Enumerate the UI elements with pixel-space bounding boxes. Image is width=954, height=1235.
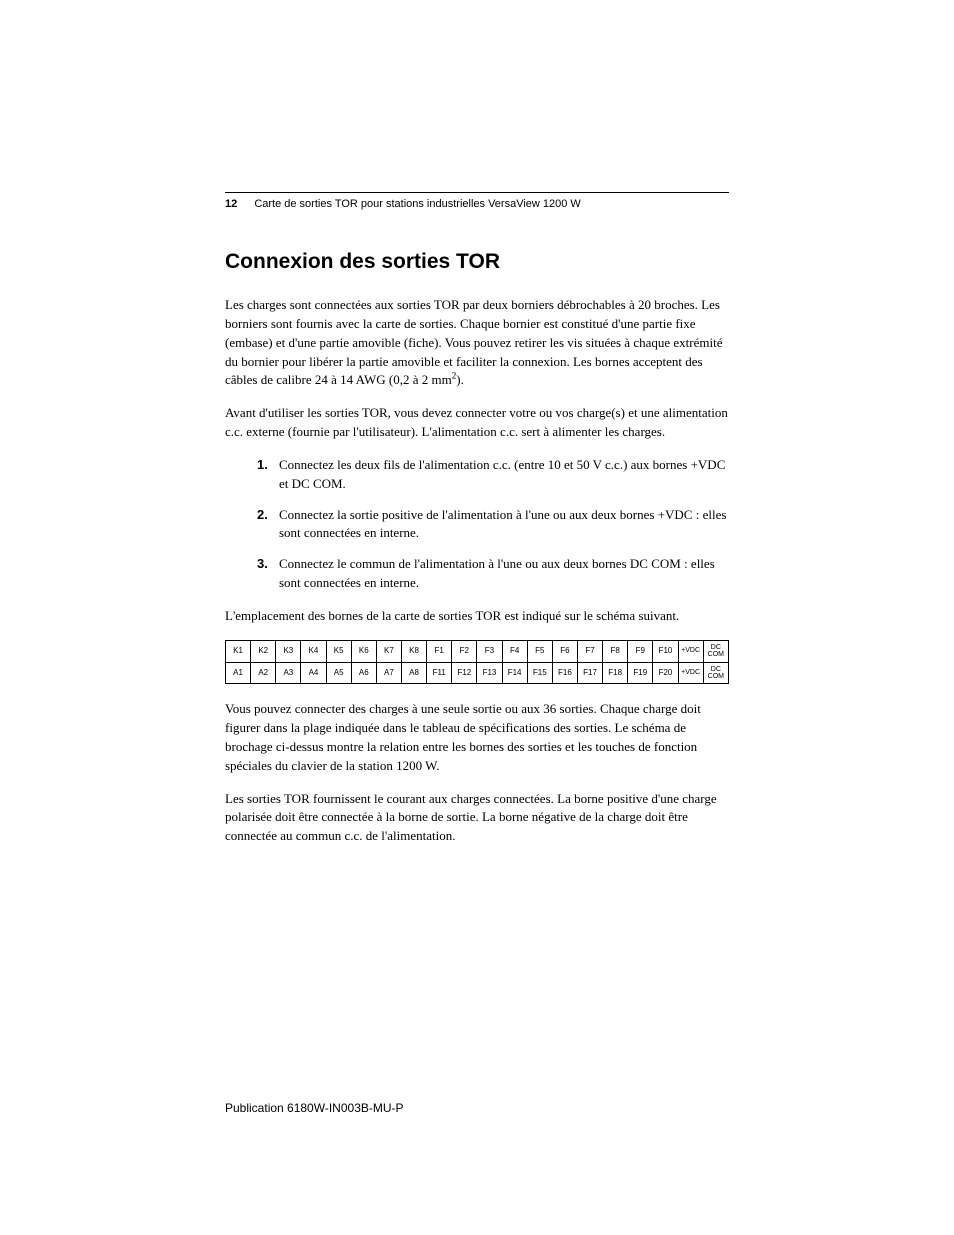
table-cell: A6 [351, 662, 376, 684]
table-cell: A2 [251, 662, 276, 684]
header-rule [225, 192, 729, 193]
table-cell: F2 [452, 640, 477, 662]
table-cell: F14 [502, 662, 527, 684]
paragraph-4: Vous pouvez connecter des charges à une … [225, 700, 729, 775]
table-cell: A7 [376, 662, 401, 684]
table-cell: F6 [552, 640, 577, 662]
table-cell: F1 [427, 640, 452, 662]
table-cell: K5 [326, 640, 351, 662]
step-1: Connectez les deux fils de l'alimentatio… [279, 456, 729, 494]
table-cell: F18 [603, 662, 628, 684]
table-cell: F10 [653, 640, 678, 662]
table-cell: A3 [276, 662, 301, 684]
table-cell: F4 [502, 640, 527, 662]
section-heading: Connexion des sorties TOR [225, 250, 729, 274]
table-cell: +VDC [678, 662, 703, 684]
table-row: A1 A2 A3 A4 A5 A6 A7 A8 F11 F12 F13 F14 … [226, 662, 729, 684]
paragraph-1: Les charges sont connectées aux sorties … [225, 296, 729, 390]
header-title: Carte de sorties TOR pour stations indus… [254, 198, 581, 210]
table-cell: +VDC [678, 640, 703, 662]
table-cell: K4 [301, 640, 326, 662]
step-2: Connectez la sortie positive de l'alimen… [279, 506, 729, 544]
step-3: Connectez le commun de l'alimentation à … [279, 555, 729, 593]
table-cell: K2 [251, 640, 276, 662]
paragraph-3: L'emplacement des bornes de la carte de … [225, 607, 729, 626]
table-cell: F20 [653, 662, 678, 684]
table-cell: F15 [527, 662, 552, 684]
page-number: 12 [225, 198, 237, 210]
table-cell: K3 [276, 640, 301, 662]
table-cell: F11 [427, 662, 452, 684]
table-cell: F16 [552, 662, 577, 684]
table-row: K1 K2 K3 K4 K5 K6 K7 K8 F1 F2 F3 F4 F5 F… [226, 640, 729, 662]
publication-id: Publication 6180W-IN003B-MU-P [225, 1101, 404, 1115]
content-area: Connexion des sorties TOR Les charges so… [225, 250, 729, 860]
table-cell: A8 [401, 662, 426, 684]
table-cell: F19 [628, 662, 653, 684]
terminal-table: K1 K2 K3 K4 K5 K6 K7 K8 F1 F2 F3 F4 F5 F… [225, 640, 729, 684]
table-cell: K6 [351, 640, 376, 662]
paragraph-2: Avant d'utiliser les sorties TOR, vous d… [225, 404, 729, 442]
table-cell: F17 [577, 662, 602, 684]
page: 12 Carte de sorties TOR pour stations in… [0, 0, 954, 1235]
table-cell: F9 [628, 640, 653, 662]
paragraph-1-text: Les charges sont connectées aux sorties … [225, 297, 722, 387]
table-cell: F5 [527, 640, 552, 662]
table-cell: K1 [226, 640, 251, 662]
running-header: 12 Carte de sorties TOR pour stations in… [225, 198, 729, 210]
table-cell: F3 [477, 640, 502, 662]
steps-list: Connectez les deux fils de l'alimentatio… [225, 456, 729, 593]
paragraph-1-tail: ). [456, 372, 464, 387]
table-cell: F7 [577, 640, 602, 662]
table-cell: A5 [326, 662, 351, 684]
paragraph-5: Les sorties TOR fournissent le courant a… [225, 790, 729, 847]
table-cell: K7 [376, 640, 401, 662]
table-cell: A4 [301, 662, 326, 684]
table-cell: F8 [603, 640, 628, 662]
table-cell: DCCOM [703, 662, 728, 684]
table-cell: F12 [452, 662, 477, 684]
table-cell: DCCOM [703, 640, 728, 662]
table-cell: F13 [477, 662, 502, 684]
table-cell: A1 [226, 662, 251, 684]
table-cell: K8 [401, 640, 426, 662]
